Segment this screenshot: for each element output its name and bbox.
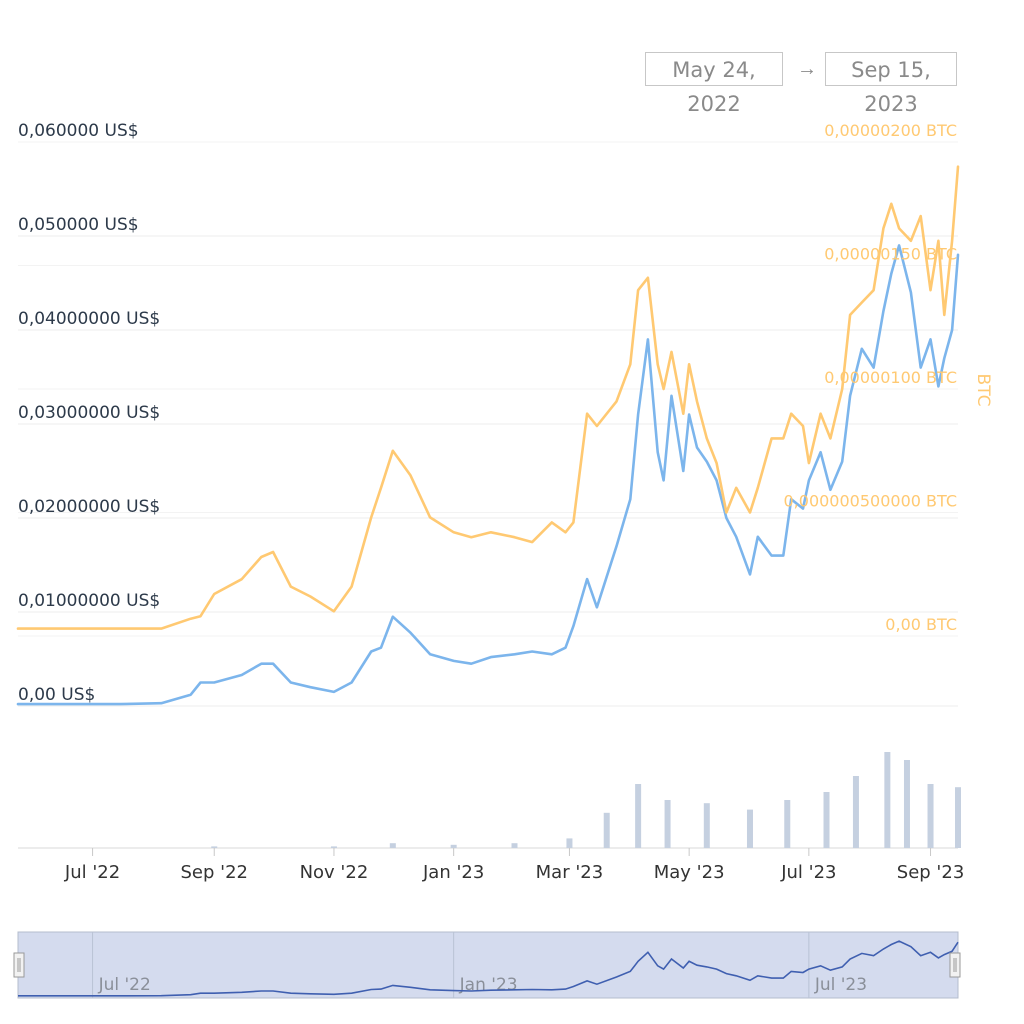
right-axis-title: BTC — [973, 374, 993, 407]
volume-bar — [389, 843, 396, 848]
volume-bar — [511, 843, 518, 848]
left-axis-tick-label: 0,01000000 US$ — [18, 591, 160, 611]
volume-bar — [852, 776, 859, 848]
x-axis-tick-label: Jan '23 — [422, 862, 484, 883]
right-axis-tick-label: 0,00 BTC — [885, 615, 957, 634]
volume-bar — [823, 792, 830, 848]
volume-bar — [450, 844, 457, 848]
x-axis-tick-label: Sep '23 — [897, 862, 965, 883]
volume-bar — [927, 784, 934, 848]
volume-bar — [903, 760, 910, 848]
right-axis-tick-label: 0,00000100 BTC — [824, 368, 957, 387]
right-axis: 0,00 BTC 0,000000500000 BTC 0,00000100 BTC… — [784, 121, 994, 634]
price-series — [16, 165, 960, 706]
volume-bar — [566, 838, 573, 848]
volume-bar — [746, 809, 753, 848]
usd-price-line — [16, 244, 960, 706]
date-range-arrow: → — [797, 58, 817, 80]
volume-bars — [18, 752, 961, 849]
right-axis-tick-label: 0,00000150 BTC — [824, 245, 957, 264]
left-axis-tick-label: 0,00 US$ — [18, 685, 95, 705]
x-axis-tick-label: Jul '22 — [64, 862, 120, 883]
x-axis-tick-label: Jul '23 — [780, 862, 836, 883]
right-axis-tick-label: 0,000000500000 BTC — [784, 492, 958, 511]
volume-bar — [211, 846, 218, 848]
navigator-tick-label: Jul '23 — [814, 975, 867, 995]
date-range-start[interactable]: May 24, 2022 — [645, 52, 783, 116]
left-axis-tick-label: 0,03000000 US$ — [18, 403, 160, 423]
left-axis: 0,00 US$ 0,01000000 US$ 0,02000000 US$ 0,03… — [18, 121, 160, 705]
left-axis-tick-label: 0,02000000 US$ — [18, 497, 160, 517]
volume-bar — [664, 800, 671, 848]
x-axis-tick-label: Nov '22 — [300, 862, 369, 883]
x-axis-tick-label: Sep '22 — [180, 862, 248, 883]
left-axis-tick-label: 0,050000 US$ — [18, 215, 139, 235]
volume-bar — [884, 752, 891, 848]
navigator-series-line — [18, 940, 959, 997]
date-range-end[interactable]: Sep 15, 2023 — [825, 52, 957, 116]
navigator-right-handle[interactable] — [949, 952, 961, 978]
volume-bar — [784, 800, 791, 848]
volume-bar — [955, 787, 961, 848]
volume-bar — [603, 812, 610, 848]
volume-bar — [635, 784, 642, 848]
left-axis-tick-label: 0,060000 US$ — [18, 121, 139, 141]
x-axis-tick-label: Mar '23 — [536, 862, 604, 883]
navigator-tick-label: Jul '22 — [98, 975, 151, 995]
btc-price-line — [16, 165, 960, 630]
x-axis-tick-label: May '23 — [654, 862, 725, 883]
left-axis-tick-label: 0,04000000 US$ — [18, 309, 160, 329]
volume-bar — [330, 846, 337, 848]
x-axis: Jul '22 Sep '22 Nov '22 Jan '23 Mar '23 May '… — [64, 848, 964, 883]
navigator-selection — [17, 931, 959, 999]
navigator-tick-label: Jan '23 — [459, 975, 518, 995]
volume-bar — [703, 803, 710, 848]
navigator[interactable]: Jul '22 Jan '23 Jul '23 — [13, 931, 961, 999]
right-axis-tick-label: 0,00000200 BTC — [824, 121, 957, 140]
navigator-left-handle[interactable] — [13, 952, 25, 978]
